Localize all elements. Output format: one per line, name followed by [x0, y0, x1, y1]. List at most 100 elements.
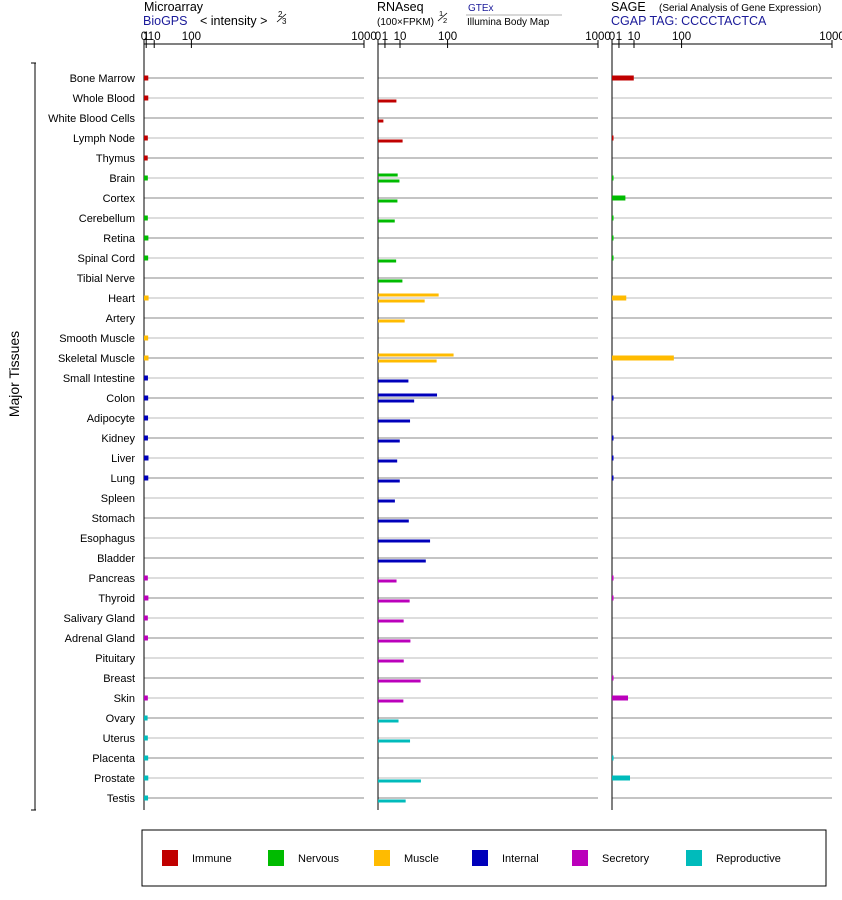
bar [378, 173, 398, 177]
legend-entry: Nervous [298, 853, 339, 865]
rnaseq-exponent-den: 2 [443, 16, 447, 25]
sage-note: (Serial Analysis of Gene Expression) [659, 3, 821, 14]
bar [144, 155, 148, 161]
axis-tick-label: 1 [382, 31, 388, 43]
bar [144, 475, 149, 481]
axis-tick-label: 10 [148, 31, 161, 43]
rnaseq-title: RNAseq [377, 0, 424, 14]
tissue-label: Liver [111, 453, 135, 465]
bar [144, 455, 149, 461]
bar [378, 619, 404, 623]
bar [144, 435, 148, 441]
tissue-label: White Blood Cells [48, 113, 135, 125]
bar [612, 755, 614, 761]
legend-entry: Internal [502, 853, 539, 865]
axis-tick-label: 10 [394, 31, 407, 43]
tissue-label: Esophagus [80, 533, 136, 545]
bar [144, 415, 149, 421]
bar [144, 235, 149, 241]
tissue-label: Breast [103, 673, 135, 685]
tissue-label: Heart [108, 293, 135, 305]
bar [612, 255, 614, 261]
bar [144, 375, 148, 381]
tissue-label: Testis [107, 793, 136, 805]
bar [144, 595, 149, 601]
tissue-label: Small Intestine [63, 373, 135, 385]
tissue-label: Adrenal Gland [65, 633, 135, 645]
major-tissues-label: Major Tissues [6, 331, 22, 417]
bar [612, 695, 629, 701]
axis-tick-label: 0 [609, 31, 615, 43]
legend-swatch [686, 850, 702, 866]
bar [378, 639, 411, 643]
tissue-label: Cerebellum [79, 213, 135, 225]
sage-title: SAGE [611, 0, 646, 14]
bar [378, 479, 400, 483]
bar [378, 119, 384, 123]
bar [144, 355, 149, 361]
tissue-label: Thyroid [98, 593, 135, 605]
bar [144, 755, 149, 761]
bar [612, 575, 614, 581]
bar [378, 419, 411, 423]
microarray-exponent-num: 2 [278, 10, 283, 19]
rnaseq-unit: (100×FPKM) [377, 17, 434, 28]
bar [612, 195, 626, 201]
axis-tick-label: 1000 [585, 31, 611, 43]
legend-swatch [472, 850, 488, 866]
tissue-label: Skin [114, 693, 135, 705]
bar [378, 259, 397, 263]
bar [144, 795, 149, 801]
bar [378, 699, 404, 703]
tissue-label: Bone Marrow [70, 73, 135, 85]
bar [144, 75, 149, 81]
tissue-label: Uterus [103, 733, 136, 745]
bar [612, 775, 631, 781]
bar [144, 575, 148, 581]
tissue-label: Retina [103, 233, 136, 245]
bar [378, 539, 431, 543]
tissue-label: Pancreas [89, 573, 136, 585]
bar [378, 359, 437, 363]
bar [144, 735, 148, 741]
axis-tick-label: 0 [375, 31, 381, 43]
bar [612, 455, 614, 461]
bar [612, 395, 614, 401]
bar [612, 235, 614, 241]
bar [378, 459, 398, 463]
bar [378, 559, 426, 563]
axis-tick-label: 10 [628, 31, 641, 43]
bar [144, 335, 149, 341]
microarray-exponent-den: 3 [282, 17, 287, 26]
bar [378, 379, 409, 383]
bar [144, 295, 149, 301]
tissue-label: Placenta [92, 753, 136, 765]
tissue-label: Spinal Cord [78, 253, 135, 265]
bar [378, 353, 454, 357]
tissue-label: Smooth Muscle [59, 333, 135, 345]
microarray-unit: < intensity > [200, 14, 267, 28]
legend-swatch [162, 850, 178, 866]
bar [612, 475, 614, 481]
tissue-label: Whole Blood [73, 93, 135, 105]
tissue-rows: Bone Marrow Whole Blood White Blood Cells L… [48, 73, 832, 805]
major-tissues-bracket: Major Tissues [6, 62, 36, 811]
tissue-label: Artery [106, 313, 136, 325]
panel-headers: Microarray BioGPS < intensity > 2 3 RNAs… [143, 0, 821, 28]
legend-entry: Immune [192, 853, 232, 865]
bar [144, 135, 148, 141]
bar [612, 675, 614, 681]
bar [378, 279, 403, 283]
tissue-label: Skeletal Muscle [58, 353, 135, 365]
bar [378, 599, 410, 603]
axis-tick-label: 1000 [819, 31, 842, 43]
bar [144, 635, 148, 641]
axis-tick-label: 100 [672, 31, 691, 43]
bar [378, 499, 395, 503]
bar [378, 679, 421, 683]
tissue-label: Thymus [96, 153, 136, 165]
bar [612, 295, 627, 301]
tissue-label: Lung [111, 473, 135, 485]
bar [144, 775, 149, 781]
